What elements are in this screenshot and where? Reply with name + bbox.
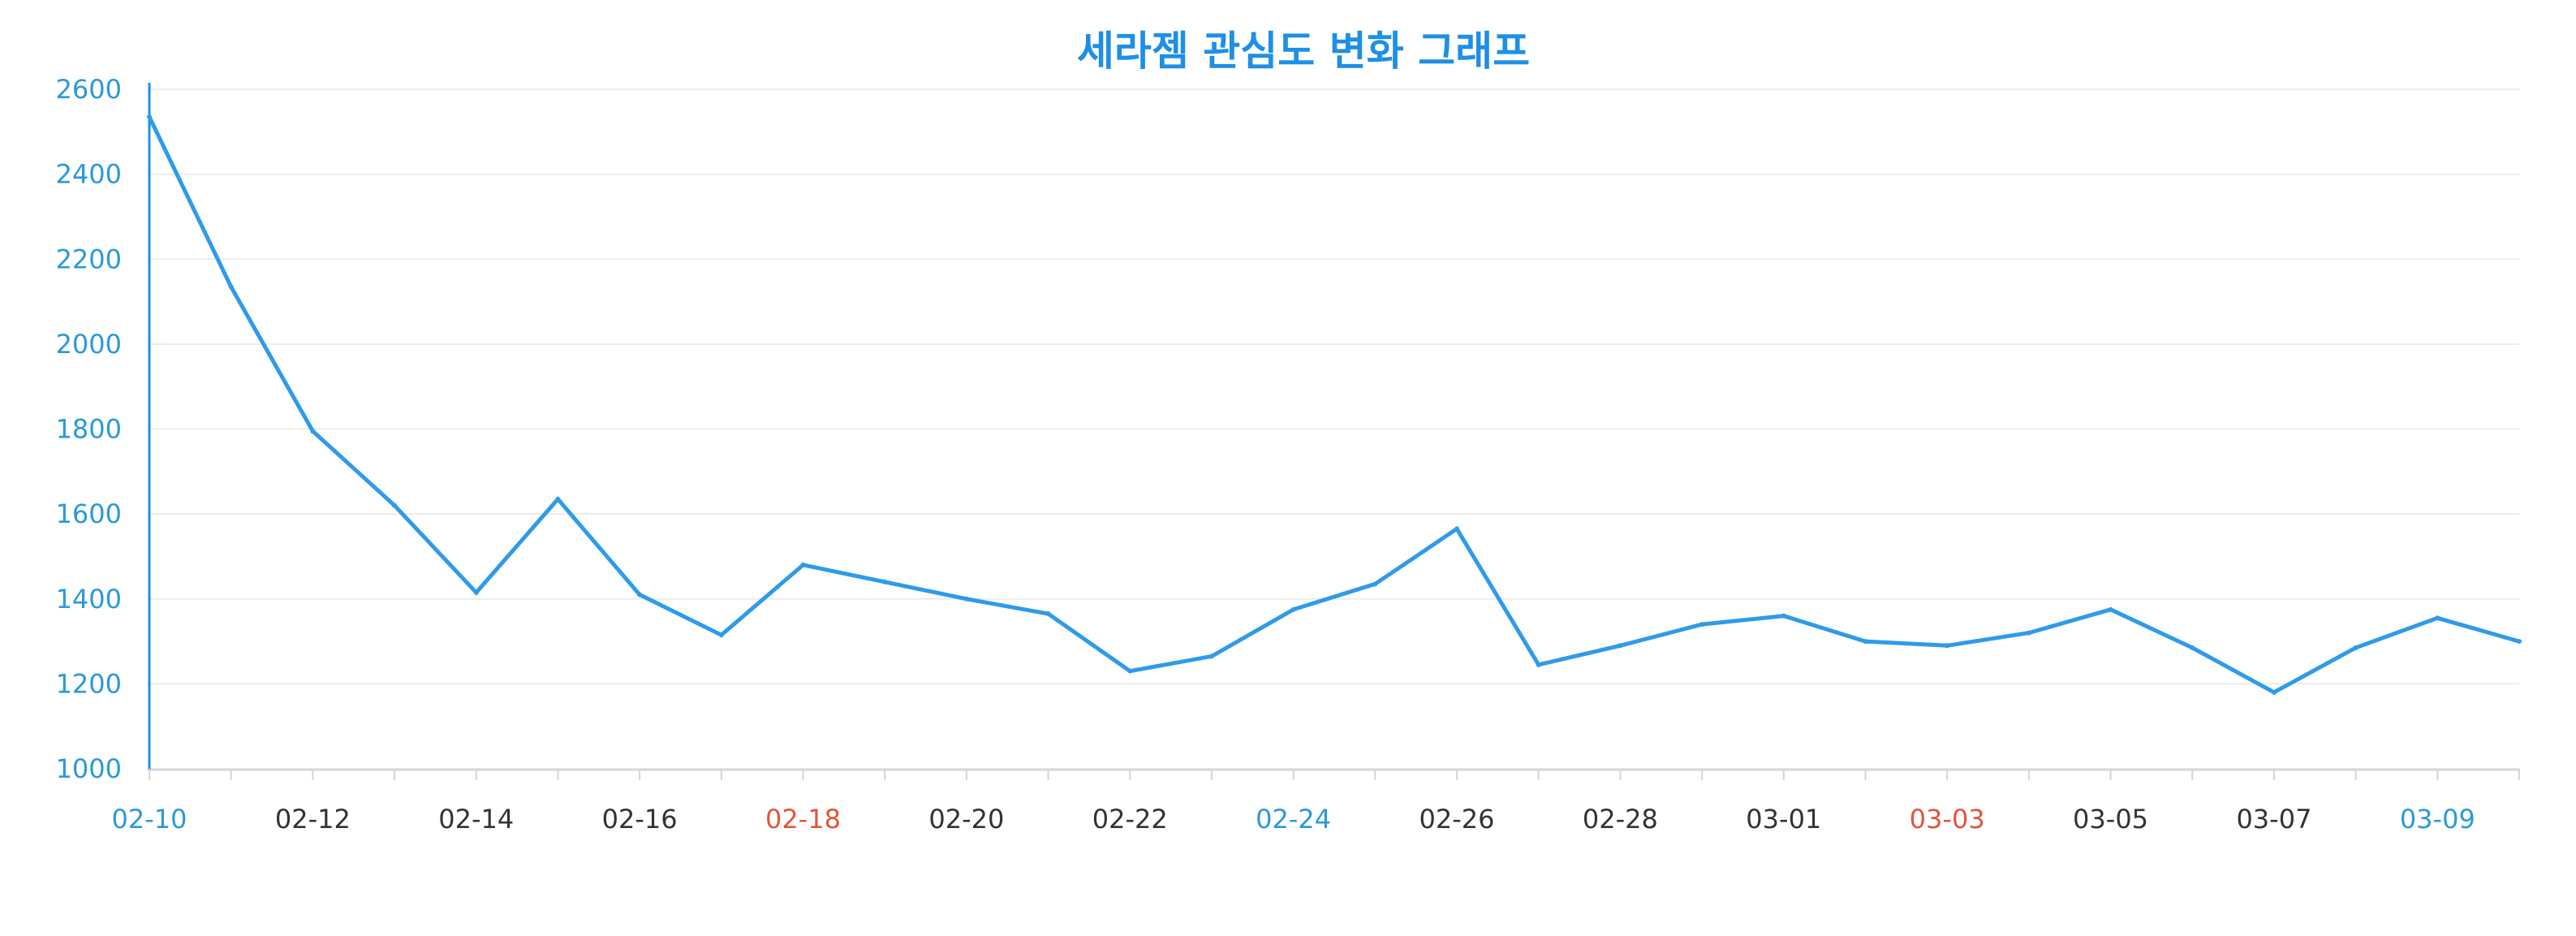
data-point[interactable] (1536, 662, 1541, 667)
x-tick-label: 03-01 (1746, 804, 1821, 835)
y-tick-label: 2400 (56, 159, 122, 190)
data-point[interactable] (473, 589, 479, 595)
axes (148, 83, 2520, 780)
data-point[interactable] (718, 632, 724, 638)
x-tick-label: 03-03 (1910, 804, 1985, 835)
y-tick-label: 1800 (56, 414, 122, 445)
y-tick-label: 1200 (56, 668, 122, 699)
data-point[interactable] (2271, 689, 2277, 695)
data-point[interactable] (2108, 606, 2113, 612)
x-tick-label: 02-12 (275, 804, 351, 835)
x-tick-label: 03-05 (2073, 804, 2148, 835)
data-point[interactable] (963, 596, 969, 602)
x-tick-label: 02-24 (1256, 804, 1331, 835)
data-point[interactable] (1699, 622, 1705, 628)
y-tick-label: 1600 (56, 498, 122, 529)
y-axis-tick-labels: 1000 1200 1400 1600 1800 2000 2200 2400 2600 (56, 74, 122, 784)
series-line (147, 115, 2520, 695)
data-point[interactable] (1618, 643, 1623, 649)
x-tick-label: 03-07 (2236, 804, 2311, 835)
data-point[interactable] (2353, 645, 2358, 650)
x-axis-tick-labels: 02-10 02-12 02-14 02-16 02-18 02-20 02-22 02-24… (112, 804, 2475, 835)
x-tick-label: 02-18 (765, 804, 841, 835)
y-tick-label: 2200 (56, 244, 122, 274)
y-tick-label: 2600 (56, 74, 122, 105)
data-point[interactable] (1127, 668, 1133, 674)
x-tick-label: 02-14 (438, 804, 514, 835)
data-point[interactable] (1290, 606, 1296, 612)
data-point[interactable] (228, 284, 234, 290)
data-point[interactable] (882, 579, 888, 584)
x-tick-label: 02-28 (1583, 804, 1658, 835)
y-tick-label: 1000 (56, 753, 122, 784)
x-tick-label: 03-09 (2400, 804, 2475, 835)
chart-title: 세라젬 관심도 변화 그래프 (1077, 28, 1530, 75)
data-point[interactable] (1863, 639, 1868, 645)
x-tick-label: 02-26 (1419, 804, 1495, 835)
data-point[interactable] (310, 429, 316, 434)
x-tick-label: 02-22 (1092, 804, 1168, 835)
data-point[interactable] (1045, 611, 1051, 617)
data-point[interactable] (2435, 615, 2440, 621)
data-point[interactable] (800, 562, 806, 567)
data-point[interactable] (637, 592, 643, 597)
data-point[interactable] (1454, 526, 1460, 532)
x-tick-label: 02-20 (928, 804, 1004, 835)
data-point[interactable] (555, 496, 561, 502)
data-point[interactable] (2190, 645, 2195, 650)
data-point[interactable] (1208, 653, 1214, 659)
data-point[interactable] (147, 114, 152, 120)
data-point[interactable] (392, 503, 398, 508)
data-point[interactable] (1945, 643, 1950, 649)
y-tick-label: 2000 (56, 329, 122, 360)
data-point[interactable] (2026, 630, 2031, 636)
data-point[interactable] (2517, 639, 2522, 645)
x-tick-label: 02-16 (602, 804, 678, 835)
x-tick-label: 02-10 (112, 804, 187, 835)
data-point[interactable] (1372, 581, 1378, 587)
data-point[interactable] (1781, 613, 1786, 619)
series-layer (147, 114, 2522, 695)
y-tick-label: 1400 (56, 584, 122, 615)
